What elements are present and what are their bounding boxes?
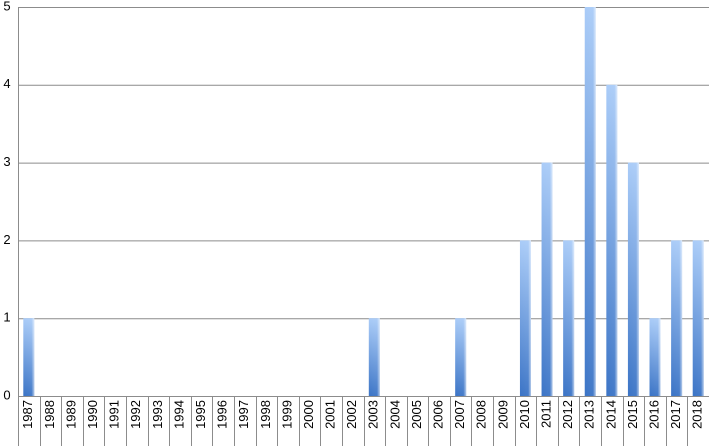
bar-shine: [671, 240, 683, 396]
x-tick-label: 1991: [107, 400, 122, 429]
x-tick-label: 1997: [236, 400, 251, 429]
y-tick-label: 0: [3, 387, 10, 402]
x-tick-label: 1995: [193, 400, 208, 429]
x-tick-label: 2010: [517, 400, 532, 429]
x-tick-label: 2016: [646, 400, 661, 429]
bar-shine: [23, 318, 35, 396]
bar-shine: [692, 240, 704, 396]
bar-group: [692, 240, 704, 396]
x-tick-label: 2015: [625, 400, 640, 429]
bar-shine: [519, 240, 531, 396]
x-tick-label: 1998: [258, 400, 273, 429]
bar-shine: [606, 84, 618, 397]
y-tick-label: 5: [3, 0, 10, 13]
bar-shine: [584, 7, 596, 396]
bar-group: [649, 318, 661, 396]
x-tick-label: 1988: [42, 400, 57, 429]
bar-shine: [649, 318, 661, 396]
x-tick-label: 2006: [431, 400, 446, 429]
y-tick-label: 3: [3, 154, 10, 169]
y-tick-label: 1: [3, 310, 10, 325]
x-tick-label: 1999: [279, 400, 294, 429]
bar-shine: [541, 162, 553, 396]
x-tick-label: 2008: [474, 400, 489, 429]
bar-group: [671, 240, 683, 396]
x-tick-label: 2013: [582, 400, 597, 429]
x-tick-label: 2003: [366, 400, 381, 429]
bar-shine: [455, 318, 467, 396]
x-tick-label: 2011: [538, 400, 553, 428]
y-tick-label: 4: [3, 76, 10, 91]
x-tick-label: 1996: [215, 400, 230, 429]
bar-group: [519, 240, 531, 396]
x-tick-label: 1987: [20, 400, 35, 429]
x-tick-label: 2002: [344, 400, 359, 429]
x-tick-label: 1992: [128, 400, 143, 429]
x-tick-label: 2018: [690, 400, 705, 429]
bar-group: [541, 162, 553, 396]
x-tick-label: 1993: [150, 400, 165, 429]
bar-group: [627, 162, 639, 396]
x-tick-label: 2000: [301, 400, 316, 429]
x-tick-label: 2005: [409, 400, 424, 429]
x-tick-label: 2017: [668, 400, 683, 429]
bar-group: [606, 84, 618, 397]
x-tick-label: 1990: [85, 400, 100, 429]
x-tick-label: 2014: [603, 400, 618, 429]
bar-shine: [627, 162, 639, 396]
bar-shine: [368, 318, 380, 396]
x-tick-label: 2001: [323, 400, 338, 429]
y-tick-label: 2: [3, 232, 10, 247]
bar-group: [584, 7, 596, 396]
x-tick-label: 1989: [63, 400, 78, 429]
x-tick-label: 2004: [387, 400, 402, 429]
x-tick-label: 2012: [560, 400, 575, 429]
x-tick-label: 2009: [495, 400, 510, 429]
bar-group: [368, 318, 380, 396]
x-tick-label: 2007: [452, 400, 467, 429]
bar-group: [455, 318, 467, 396]
bar-shine: [563, 240, 575, 396]
bar-group: [563, 240, 575, 396]
bar-group: [23, 318, 35, 396]
x-tick-label: 1994: [171, 400, 186, 429]
